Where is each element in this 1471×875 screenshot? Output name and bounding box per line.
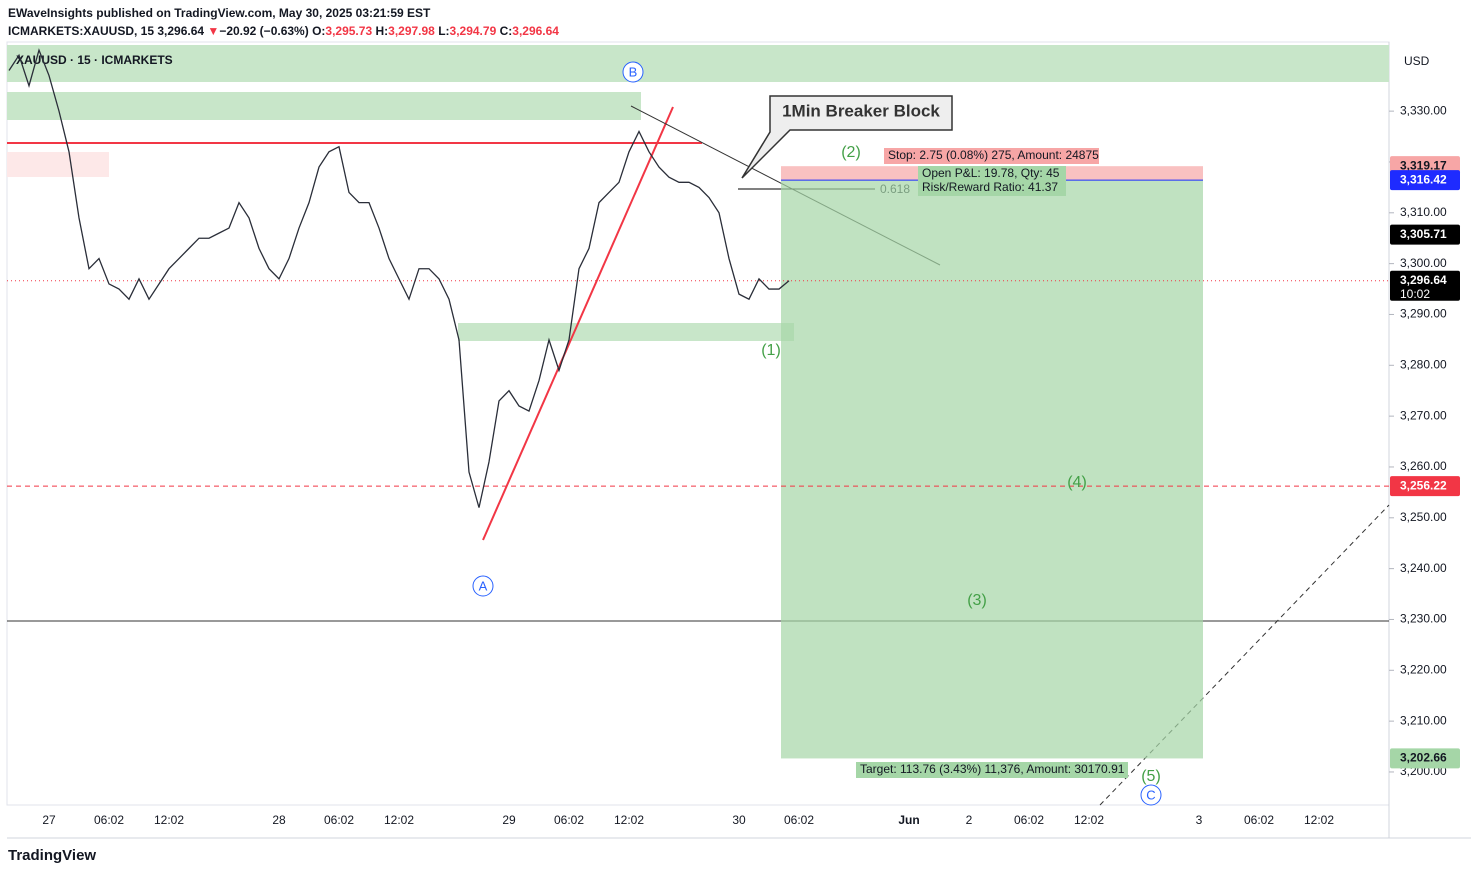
info-text: Stop: 2.75 (0.08%) 275, Amount: 24875 [888, 148, 1099, 162]
zone [7, 45, 1389, 82]
callout [741, 95, 953, 179]
symbol: ICMARKETS:XAUUSD, 15 [8, 24, 155, 38]
price-tag-label: 3,305.71 [1400, 227, 1447, 241]
price-tag [1390, 748, 1460, 769]
wave-label: C [1146, 787, 1155, 802]
trendline [1099, 504, 1390, 806]
price-tag [1390, 476, 1460, 497]
wave-label: B [629, 64, 638, 79]
y-tick-label: 3,330.00 [1400, 103, 1447, 117]
x-tick-label: 06:02 [784, 813, 814, 827]
x-tick-label: 06:02 [1244, 813, 1274, 827]
x-tick-label: 29 [502, 813, 516, 827]
wave-circle [1140, 784, 1162, 806]
x-tick-label: 06:02 [554, 813, 584, 827]
x-tick-label: 30 [732, 813, 746, 827]
y-tick-label: 3,310.00 [1400, 205, 1447, 219]
x-tick-label: 12:02 [1074, 813, 1104, 827]
y-tick-label: 3,230.00 [1400, 612, 1447, 626]
y-tick-label: 3,280.00 [1400, 357, 1447, 371]
zone [7, 92, 641, 120]
trendline [482, 106, 674, 541]
price-tag [1390, 224, 1460, 245]
header: EWaveInsights published on TradingView.c… [8, 4, 559, 40]
wave-circle [472, 575, 494, 597]
publisher: EWaveInsights published on TradingView.c… [8, 4, 559, 22]
x-tick-label: 12:02 [1304, 813, 1334, 827]
o-label: O: [312, 24, 326, 38]
y-tick-label: 3,300.00 [1400, 256, 1447, 270]
currency: USD [1404, 54, 1430, 68]
y-tick-label: 3,220.00 [1400, 662, 1447, 676]
x-tick-label: 2 [966, 813, 973, 827]
wave-label: (3) [967, 592, 987, 609]
wave-circle [622, 61, 644, 83]
change: −20.92 (−0.63%) [219, 24, 309, 38]
callout-text: 1Min Breaker Block [782, 101, 940, 120]
info-box [918, 180, 1066, 196]
countdown: 10:02 [1400, 287, 1430, 301]
wave-label: (1) [761, 342, 781, 359]
h: 3,297.98 [388, 24, 435, 38]
l: 3,294.79 [449, 24, 497, 38]
info-box [856, 762, 1128, 778]
x-tick-label: 12:02 [614, 813, 644, 827]
o: 3,295.73 [325, 24, 373, 38]
wave-label: (5) [1141, 768, 1161, 785]
x-tick-label: 27 [42, 813, 56, 827]
legend-symbol: XAUUSD · 15 · ICMARKETS [16, 53, 173, 67]
price-tag [1390, 170, 1460, 191]
x-tick-label: 12:02 [384, 813, 414, 827]
y-tick-label: 3,200.00 [1400, 764, 1447, 778]
x-tick-label: 12:02 [154, 813, 184, 827]
info-text: Open P&L: 19.78, Qty: 45 [922, 166, 1060, 180]
c: 3,296.64 [512, 24, 559, 38]
y-tick-label: 3,210.00 [1400, 713, 1447, 727]
price-tag-label: 3,319.17 [1400, 158, 1447, 172]
x-tick-label: 06:02 [1014, 813, 1044, 827]
price-tag-label: 3,316.42 [1400, 172, 1447, 186]
last: 3,296.64 [157, 24, 205, 38]
price-tag-label: 3,256.22 [1400, 478, 1447, 492]
ohlc: ICMARKETS:XAUUSD, 15 3,296.64 ▼−20.92 (−… [8, 22, 559, 40]
h-label: H: [375, 24, 389, 38]
y-tick-label: 3,240.00 [1400, 561, 1447, 575]
wave-label: (2) [841, 144, 861, 161]
x-tick-label: Jun [898, 813, 919, 827]
y-tick-label: 3,320.00 [1400, 154, 1447, 168]
x-tick-label: 06:02 [94, 813, 124, 827]
y-tick-label: 3,270.00 [1400, 408, 1447, 422]
zone [7, 152, 109, 177]
price-tag [1390, 270, 1460, 301]
series-line [8, 48, 790, 508]
info-text: Target: 113.76 (3.43%) 11,376, Amount: 3… [860, 762, 1125, 776]
price-tag-label: 3,296.64 [1400, 273, 1447, 287]
x-tick-label: 3 [1196, 813, 1203, 827]
wave-label: A [479, 578, 488, 593]
plot-area [6, 41, 1390, 806]
stop-zone [781, 166, 1203, 181]
target-zone [781, 180, 1203, 759]
footer-logo: TradingView [8, 847, 96, 864]
price-tag-label: 3,202.66 [1400, 751, 1447, 765]
info-box [884, 148, 1099, 164]
fib-label: 0.618 [880, 182, 910, 196]
price-tag [1390, 156, 1460, 177]
y-tick-label: 3,250.00 [1400, 510, 1447, 524]
info-text: Risk/Reward Ratio: 41.37 [922, 180, 1058, 194]
wave-label: (4) [1067, 474, 1087, 491]
info-box [918, 166, 1066, 182]
y-tick-label: 3,290.00 [1400, 307, 1447, 321]
x-tick-label: 06:02 [324, 813, 354, 827]
arrow: ▼ [207, 24, 220, 38]
c-label: C: [499, 24, 513, 38]
l-label: L: [438, 24, 450, 38]
publisher-text: EWaveInsights published on TradingView.c… [8, 6, 431, 20]
trendline [630, 105, 941, 266]
zone [458, 323, 794, 341]
y-tick-label: 3,260.00 [1400, 459, 1447, 473]
x-tick-label: 28 [272, 813, 286, 827]
